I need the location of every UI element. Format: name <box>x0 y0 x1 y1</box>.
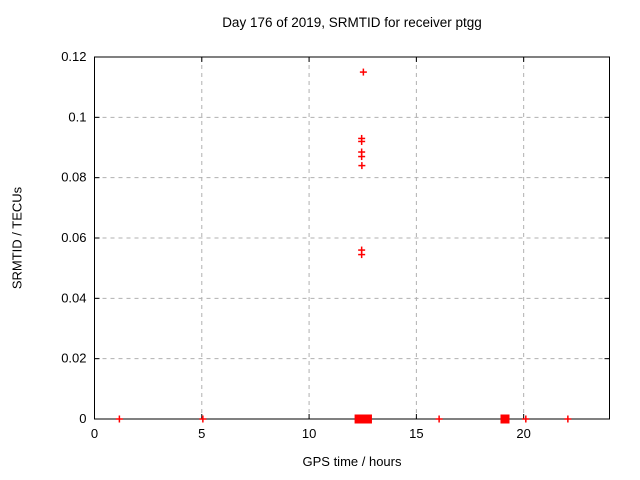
y-tick-label: 0.02 <box>61 351 86 366</box>
y-tick-label: 0.1 <box>68 109 86 124</box>
chart-title: Day 176 of 2019, SRMTID for receiver ptg… <box>222 15 482 30</box>
data-point-dense-cluster <box>354 414 364 424</box>
x-axis-label: GPS time / hours <box>302 454 402 469</box>
x-tick-label: 15 <box>409 426 423 441</box>
x-tick-label: 20 <box>516 426 530 441</box>
y-tick-label: 0.04 <box>61 290 86 305</box>
x-tick-label: 5 <box>198 426 205 441</box>
data-point-dense-cluster <box>362 414 372 424</box>
data-point-dense-cluster <box>500 414 510 424</box>
x-tick-label: 10 <box>302 426 316 441</box>
y-tick-label: 0.12 <box>61 49 86 64</box>
y-tick-label: 0 <box>79 411 86 426</box>
y-axis-label: SRMTID / TECUs <box>9 186 25 290</box>
x-tick-label: 0 <box>91 426 98 441</box>
y-tick-label: 0.08 <box>61 170 86 185</box>
y-tick-label: 0.06 <box>61 230 86 245</box>
